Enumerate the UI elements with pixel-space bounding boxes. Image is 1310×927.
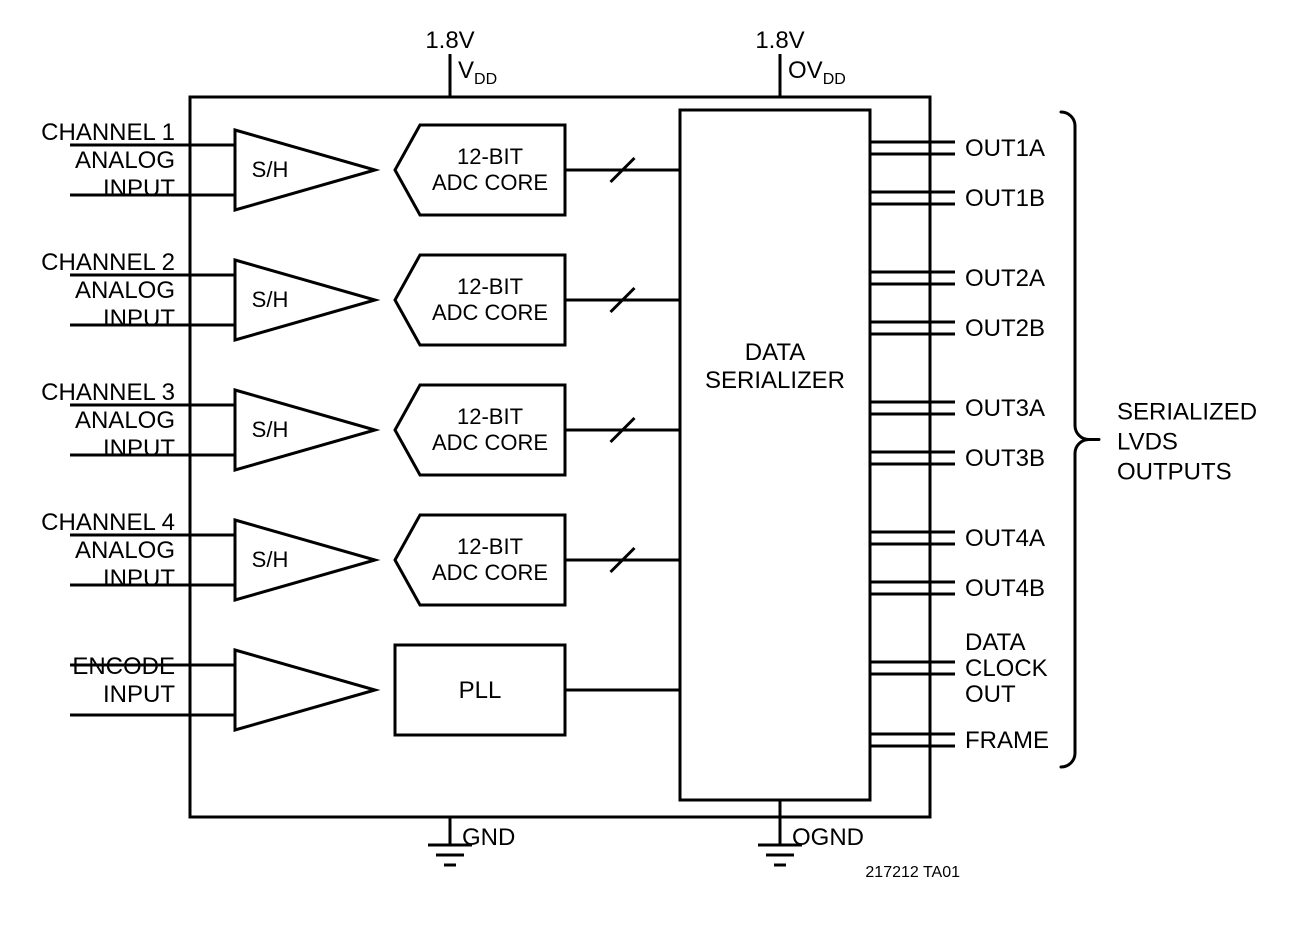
adc-channels: CHANNEL 1ANALOGINPUTS/H12-BITADC CORECHA… [41, 119, 680, 605]
encode-row: ENCODEINPUTPLL [70, 645, 680, 735]
part-id-label: 217212 TA01 [865, 864, 960, 881]
adc-core-label: 12-BIT [457, 534, 523, 559]
ground-pin-label: GND [462, 824, 515, 851]
data-serializer: DATASERIALIZER [680, 110, 870, 800]
output-label: OUT2A [965, 265, 1045, 292]
channel-input-label: CHANNEL 4 [41, 509, 175, 536]
output-label: OUT2B [965, 315, 1045, 342]
ground-pins: GND OGND [428, 800, 864, 865]
top-power-pins: 1.8V VDD 1.8V OVDD [425, 27, 845, 97]
encode-input-label: INPUT [103, 681, 175, 708]
output-label: CLOCK [965, 655, 1048, 682]
adc-core-label: ADC CORE [432, 560, 548, 585]
sh-label: S/H [252, 287, 289, 312]
lvds-outputs: OUT1A OUT1B OUT2A OUT2B OUT3A OUT3B OUT4A OUT4B… [870, 135, 1049, 754]
chip-outline [190, 97, 930, 817]
channel-input-label: CHANNEL 1 [41, 119, 175, 146]
adc-core-label: ADC CORE [432, 170, 548, 195]
output-label: OUT [965, 681, 1016, 708]
ground-pin-label: OGND [792, 824, 864, 851]
channel-input-label: ANALOG [75, 537, 175, 564]
power-pin-label: OVDD [788, 57, 846, 88]
adc-core-label: ADC CORE [432, 300, 548, 325]
outputs-brace: SERIALIZED LVDS OUTPUTS [1061, 112, 1257, 767]
adc-core-label: ADC CORE [432, 430, 548, 455]
channel-input-label: INPUT [103, 305, 175, 332]
pll-label: PLL [459, 677, 502, 704]
voltage-label: 1.8V [755, 27, 804, 54]
adc-core-label: 12-BIT [457, 404, 523, 429]
output-label: OUT1B [965, 185, 1045, 212]
channel-input-label: ANALOG [75, 147, 175, 174]
adc-core-label: 12-BIT [457, 144, 523, 169]
output-label: DATA [965, 629, 1025, 656]
brace-icon [1061, 112, 1099, 767]
outputs-group-label: OUTPUTS [1117, 459, 1232, 486]
output-label: OUT4A [965, 525, 1045, 552]
output-label: OUT3B [965, 445, 1045, 472]
power-pin-label: VDD [458, 57, 497, 88]
channel-input-label: CHANNEL 2 [41, 249, 175, 276]
sh-label: S/H [252, 157, 289, 182]
channel-input-label: INPUT [103, 435, 175, 462]
sh-label: S/H [252, 417, 289, 442]
outputs-group-label: LVDS [1117, 429, 1178, 456]
output-label: OUT1A [965, 135, 1045, 162]
output-label: OUT4B [965, 575, 1045, 602]
channel-input-label: ANALOG [75, 277, 175, 304]
adc-core-label: 12-BIT [457, 274, 523, 299]
encode-buffer [235, 650, 375, 730]
channel-input-label: CHANNEL 3 [41, 379, 175, 406]
sh-label: S/H [252, 547, 289, 572]
outputs-group-label: SERIALIZED [1117, 399, 1257, 426]
output-label: OUT3A [965, 395, 1045, 422]
voltage-label: 1.8V [425, 27, 474, 54]
block-diagram: 1.8VVDD1.8VOVDD CHANNEL 1ANALOGINPUTS/H1… [0, 0, 1310, 927]
channel-input-label: INPUT [103, 175, 175, 202]
serializer-label: DATA [745, 339, 805, 366]
output-label: FRAME [965, 727, 1049, 754]
channel-input-label: ANALOG [75, 407, 175, 434]
channel-input-label: INPUT [103, 565, 175, 592]
serializer-label: SERIALIZER [705, 367, 845, 394]
